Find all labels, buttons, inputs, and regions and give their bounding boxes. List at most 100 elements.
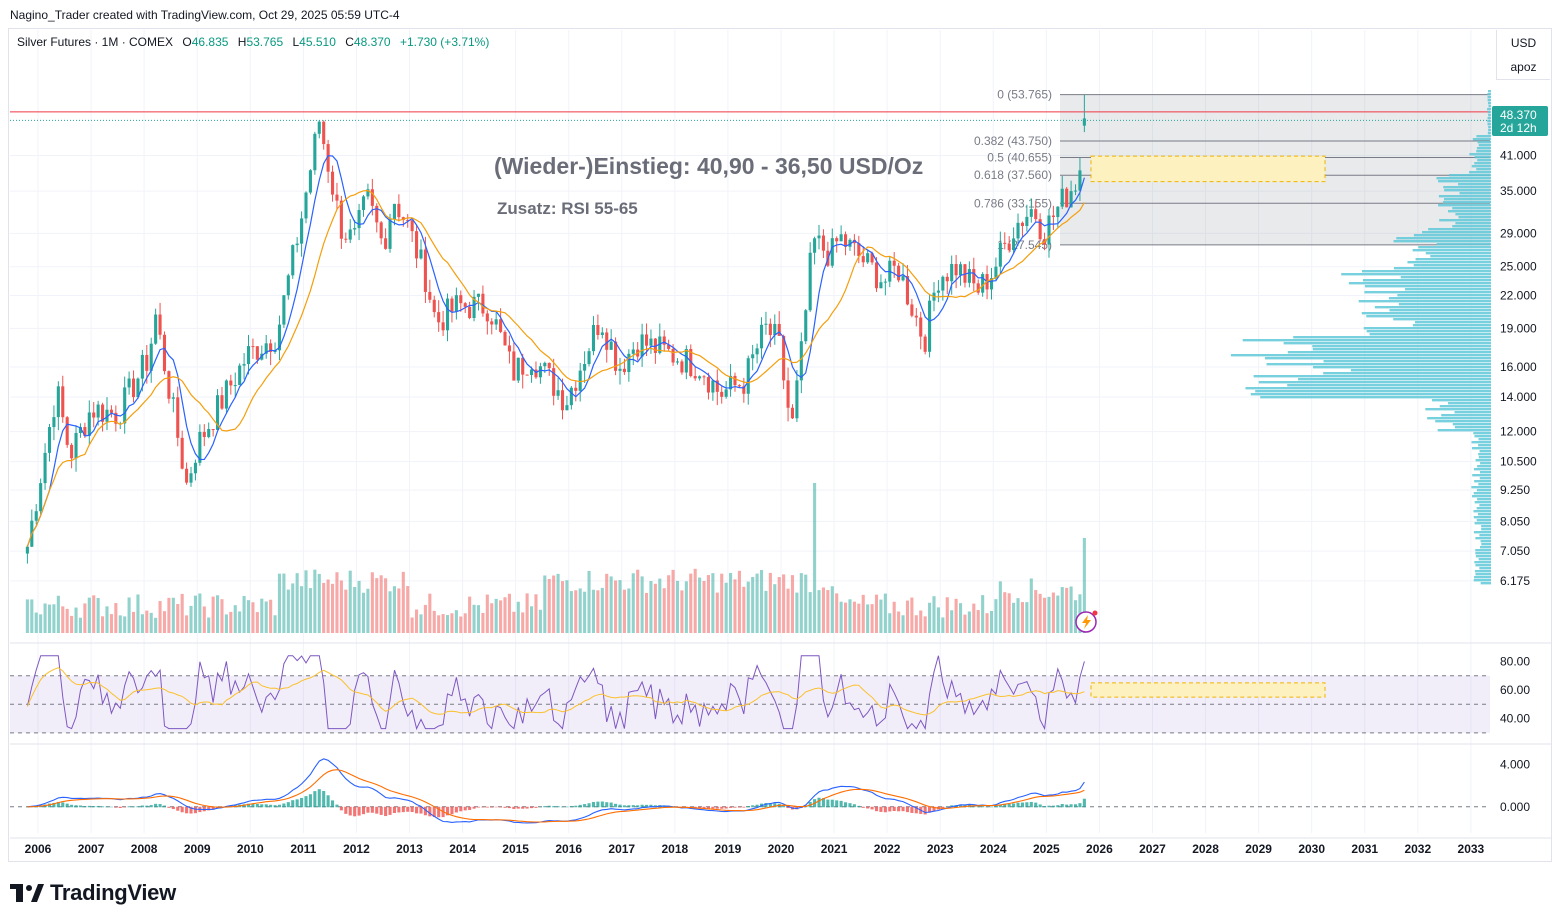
low-label: L — [292, 35, 300, 49]
volume-bar — [852, 601, 856, 633]
volume-bar — [839, 601, 843, 633]
lightning-icon[interactable] — [1075, 610, 1098, 633]
macd-histogram-bar — [1073, 804, 1078, 808]
volume-profile-bar — [1480, 471, 1491, 474]
macd-histogram-bar — [874, 806, 879, 812]
volume-profile-bar — [1438, 195, 1491, 198]
volume-bar — [1082, 538, 1086, 633]
volume-bar — [627, 588, 631, 633]
volume-profile-bar — [1413, 234, 1491, 237]
volume-profile-bar — [1398, 303, 1491, 306]
candle-body — [751, 354, 755, 359]
price-tag-value: 48.370 — [1500, 108, 1537, 122]
candle-body — [1029, 209, 1033, 217]
macd-histogram-bar — [388, 806, 392, 815]
volume-profile — [1230, 90, 1491, 585]
candle-body — [384, 238, 388, 249]
macd-histogram-bar — [308, 794, 312, 808]
volume-bar — [932, 596, 936, 633]
price-tick-label: 29.000 — [1500, 226, 1537, 240]
rsi-tick-label: 60.00 — [1500, 683, 1530, 697]
volume-bar — [680, 590, 684, 633]
volume-profile-bar — [1478, 483, 1491, 486]
candle-body — [808, 252, 812, 311]
macd-histogram-bar — [649, 804, 653, 808]
candle-body — [724, 389, 728, 397]
volume-bar — [591, 589, 596, 633]
tradingview-logo[interactable]: TradingView — [10, 880, 176, 906]
fibonacci-retracement: 0 (53.765) 0.382 (43.750) 0.5 (40.655) 0.61… — [10, 88, 1490, 252]
macd-histogram-bar — [618, 804, 622, 808]
macd-histogram-bar — [136, 806, 140, 808]
candle-body — [631, 349, 635, 354]
macd-histogram-bar — [437, 806, 441, 818]
candle-body — [813, 238, 817, 253]
candle-body — [246, 346, 251, 365]
macd-histogram-bar — [353, 806, 357, 817]
time-tick-label: 2023 — [927, 842, 954, 856]
volume-bar — [357, 580, 361, 633]
candle-body — [556, 390, 560, 396]
macd-histogram-bar — [445, 806, 450, 816]
macd-histogram-bar — [989, 806, 994, 808]
macd-histogram-bar — [503, 806, 507, 808]
volume-profile-bar — [1471, 165, 1491, 168]
volume-profile-bar — [1473, 432, 1491, 435]
volume-bar — [490, 603, 494, 633]
macd-histogram-bar — [1038, 804, 1042, 808]
volume-bar — [861, 594, 865, 633]
volume-bar — [300, 586, 304, 633]
candle-body — [304, 192, 308, 219]
volume-bar — [530, 606, 534, 633]
macd-histogram-bar — [591, 801, 596, 808]
volume-bar — [640, 576, 644, 633]
candle-body — [773, 323, 777, 336]
macd-histogram-bar — [481, 806, 485, 808]
time-tick-label: 2032 — [1404, 842, 1431, 856]
volume-profile-bar — [1481, 528, 1491, 531]
candle-body — [905, 275, 910, 305]
candle-body — [981, 274, 985, 293]
volume-bar — [826, 590, 830, 633]
candle-body — [671, 348, 675, 363]
volume-bar — [87, 597, 91, 633]
volume-bar — [653, 583, 657, 633]
volume-bar — [162, 611, 167, 633]
macd-histogram-bar — [379, 806, 383, 815]
macd-histogram-bar — [857, 805, 861, 808]
price-tick-label: 7.050 — [1500, 544, 1530, 558]
volume-bar — [782, 574, 786, 633]
macd-histogram-bar — [870, 806, 874, 810]
macd-histogram-bar — [70, 804, 74, 808]
candle-body — [83, 427, 87, 436]
volume-profile-bar — [1443, 186, 1491, 189]
candle-body — [503, 331, 507, 346]
volume-bar — [96, 597, 100, 633]
price-tick-label: 19.000 — [1500, 321, 1537, 335]
volume-profile-bar — [1473, 531, 1491, 534]
volume-bar — [273, 615, 277, 633]
volume-profile-bar — [1405, 288, 1491, 291]
macd-histogram-bar — [994, 806, 998, 808]
scale-mode-label[interactable]: apoz — [1510, 60, 1537, 74]
scale-settings[interactable]: USD apoz — [1496, 30, 1550, 80]
candle-body — [587, 351, 591, 364]
candle-body — [777, 323, 781, 336]
macd-histogram-bar — [574, 805, 578, 808]
volume-bar — [180, 593, 184, 633]
currency-label[interactable]: USD — [1510, 36, 1537, 50]
volume-bar — [450, 613, 454, 633]
volume-bar — [136, 594, 140, 633]
macd-tick-label: 4.000 — [1500, 757, 1530, 771]
macd-histogram-bar — [538, 806, 542, 808]
candle-body — [605, 332, 609, 350]
candle-body — [361, 196, 366, 211]
volume-profile-bar — [1476, 507, 1491, 510]
change-value: +1.730 (+3.71%) — [399, 35, 490, 49]
macd-histogram-bar — [105, 806, 109, 808]
volume-bar — [476, 605, 481, 633]
candle-body — [286, 275, 290, 296]
candle-body — [1051, 215, 1055, 218]
volume-bar — [693, 568, 697, 633]
